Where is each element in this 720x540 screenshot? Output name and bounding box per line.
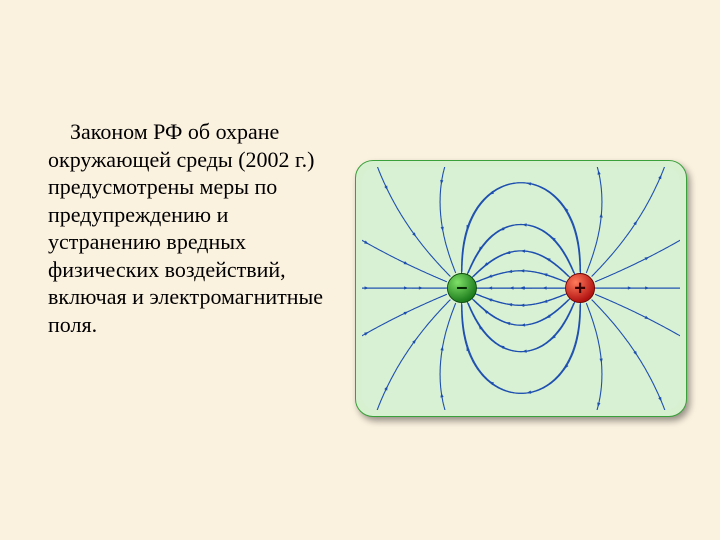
electric-field-diagram: –+ bbox=[355, 160, 687, 417]
diagram-inner: –+ bbox=[362, 167, 680, 410]
field-lines-svg: –+ bbox=[362, 167, 680, 410]
slide: Законом РФ об охране окружающей среды (2… bbox=[0, 0, 720, 540]
body-text: Законом РФ об охране окружающей среды (2… bbox=[48, 118, 328, 338]
svg-text:+: + bbox=[574, 277, 586, 299]
svg-text:–: – bbox=[456, 276, 467, 298]
